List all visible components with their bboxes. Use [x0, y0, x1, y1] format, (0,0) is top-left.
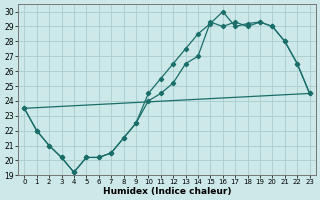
X-axis label: Humidex (Indice chaleur): Humidex (Indice chaleur): [103, 187, 231, 196]
